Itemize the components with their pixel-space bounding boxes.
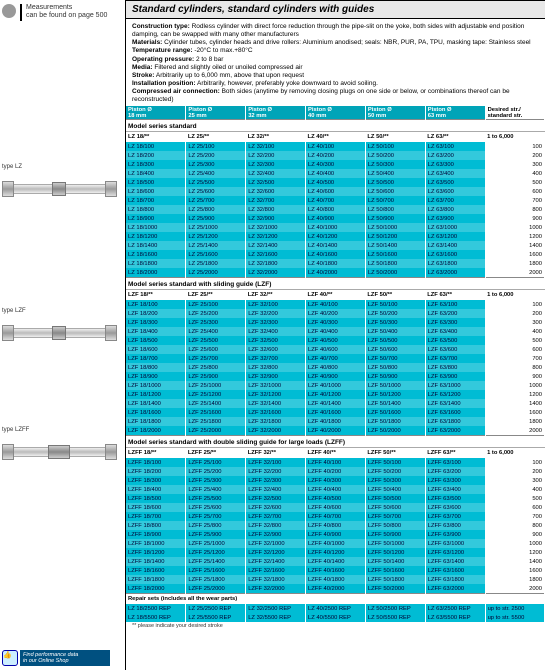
- table-row: LZ 18/100LZ 25/100LZ 32/100LZ 40/100LZ 5…: [126, 142, 545, 151]
- table-row: LZF 18/900LZF 25/900LZF 32/900LZF 40/900…: [126, 372, 545, 381]
- table-row: LZFF 18/700LZFF 25/700LZFF 32/700LZFF 40…: [126, 512, 545, 521]
- thumbs-up-icon: 👍: [2, 650, 18, 666]
- table-row: LZFF 18/1800LZFF 25/1800LZFF 32/1800LZFF…: [126, 575, 545, 584]
- sub-header-row: LZ 18/**LZ 25/**LZ 32/** LZ 40/**LZ 50/*…: [126, 131, 545, 142]
- table-row: LZ 18/900LZ 25/900LZ 32/900LZ 40/900LZ 5…: [126, 214, 545, 223]
- table-row: LZF 18/300LZF 25/300LZF 32/300LZF 40/300…: [126, 318, 545, 327]
- sub-header-row: LZF 18/**LZF 25/**LZF 32/** LZF 40/**LZF…: [126, 289, 545, 300]
- table-row: LZF 18/2000LZF 25/2000LZF 32/2000LZF 40/…: [126, 426, 545, 435]
- meas-line2: can be found on page 500: [26, 12, 107, 20]
- repair-row: LZ 18/2500 REPLZ 25/2500 REPLZ 32/2500 R…: [126, 604, 545, 613]
- table-row: LZFF 18/2000LZFF 25/2000LZFF 32/2000LZFF…: [126, 584, 545, 593]
- section-title: Model series standard: [126, 119, 545, 131]
- table-row: LZ 18/500LZ 25/500LZ 32/500LZ 40/500LZ 5…: [126, 178, 545, 187]
- table-row: LZ 18/1800LZ 25/1800LZ 32/1800LZ 40/1800…: [126, 259, 545, 268]
- table-row: LZF 18/100LZF 25/100LZF 32/100LZF 40/100…: [126, 300, 545, 309]
- tip-bar: Find performance data in our Online Shop: [20, 650, 110, 666]
- table-row: LZ 18/2000LZ 25/2000LZ 32/2000LZ 40/2000…: [126, 268, 545, 277]
- table-row: LZ 18/400LZ 25/400LZ 32/400LZ 40/400LZ 5…: [126, 169, 545, 178]
- spec-value: Filtered and slightly oiled or unoiled c…: [154, 64, 302, 71]
- table-row: LZFF 18/100LZFF 25/100LZFF 32/100LZFF 40…: [126, 458, 545, 467]
- cylinder-image-lz: [2, 174, 117, 204]
- section-title: Model series standard with sliding guide…: [126, 277, 545, 289]
- sample-icon: [2, 4, 16, 18]
- spec-label: Media:: [132, 64, 153, 71]
- table-row: LZFF 18/800LZFF 25/800LZFF 32/800LZFF 40…: [126, 521, 545, 530]
- spec-label: Compressed air connection:: [132, 88, 220, 95]
- table-row: LZ 18/300LZ 25/300LZ 32/300LZ 40/300LZ 5…: [126, 160, 545, 169]
- table-row: LZ 18/1000LZ 25/1000LZ 32/1000LZ 40/1000…: [126, 223, 545, 232]
- table-row: LZF 18/800LZF 25/800LZF 32/800LZF 40/800…: [126, 363, 545, 372]
- main-content: Standard cylinders, standard cylinders w…: [125, 0, 545, 670]
- spec-label: Operating pressure:: [132, 56, 194, 63]
- table-row: LZ 18/1200LZ 25/1200LZ 32/1200LZ 40/1200…: [126, 232, 545, 241]
- repair-row: LZ 18/5500 REPLZ 25/5500 REPLZ 32/5500 R…: [126, 613, 545, 622]
- table-row: LZFF 18/600LZFF 25/600LZFF 32/600LZFF 40…: [126, 503, 545, 512]
- tip-line2: in our Online Shop: [23, 658, 69, 664]
- type-label-lzff: type LZFF: [2, 427, 123, 433]
- table-row: LZF 18/1800LZF 25/1800LZF 32/1800LZF 40/…: [126, 417, 545, 426]
- table-row: LZF 18/700LZF 25/700LZF 32/700LZF 40/700…: [126, 354, 545, 363]
- table-row: LZF 18/500LZF 25/500LZF 32/500LZF 40/500…: [126, 336, 545, 345]
- table-row: LZF 18/600LZF 25/600LZF 32/600LZF 40/600…: [126, 345, 545, 354]
- table-row: LZFF 18/1200LZFF 25/1200LZFF 32/1200LZFF…: [126, 548, 545, 557]
- table-row: LZFF 18/1000LZFF 25/1000LZFF 32/1000LZFF…: [126, 539, 545, 548]
- spec-label: Materials:: [132, 39, 162, 46]
- spec-value: Rodless cylinder with direct force reduc…: [132, 23, 524, 38]
- footnote: ** please indicate your desired stroke: [126, 622, 545, 630]
- table-row: LZ 18/1600LZ 25/1600LZ 32/1600LZ 40/1600…: [126, 250, 545, 259]
- table-row: LZ 18/800LZ 25/800LZ 32/800LZ 40/800LZ 5…: [126, 205, 545, 214]
- table-row: LZF 18/1200LZF 25/1200LZF 32/1200LZF 40/…: [126, 390, 545, 399]
- spec-value: Cylinder tubes, cylinder heads and drive…: [164, 39, 530, 46]
- table-row: LZ 18/700LZ 25/700LZ 32/700LZ 40/700LZ 5…: [126, 196, 545, 205]
- type-label-lzf: type LZF: [2, 308, 123, 314]
- section-title: Model series standard with double slidin…: [126, 435, 545, 447]
- specs-block: Construction type: Rodless cylinder with…: [126, 19, 545, 106]
- table-row: LZFF 18/900LZFF 25/900LZFF 32/900LZFF 40…: [126, 530, 545, 539]
- tip-callout: 👍 Find performance data in our Online Sh…: [2, 650, 122, 666]
- table-row: LZ 18/1400LZ 25/1400LZ 32/1400LZ 40/1400…: [126, 241, 545, 250]
- sidebar: Measurements can be found on page 500 ty…: [0, 0, 125, 670]
- cylinder-image-lzff: [2, 437, 117, 467]
- repair-title: Repair sets (includes all the wear parts…: [126, 593, 545, 604]
- table-row: LZF 18/1000LZF 25/1000LZF 32/1000LZF 40/…: [126, 381, 545, 390]
- spec-label: Installation position:: [132, 80, 196, 87]
- type-label-lz: type LZ: [2, 164, 123, 170]
- table-row: LZFF 18/1400LZFF 25/1400LZFF 32/1400LZFF…: [126, 557, 545, 566]
- table-row: LZF 18/1400LZF 25/1400LZF 32/1400LZF 40/…: [126, 399, 545, 408]
- table-row: LZFF 18/500LZFF 25/500LZFF 32/500LZFF 40…: [126, 494, 545, 503]
- spec-value: Arbitrarily, however, preferably yoke do…: [197, 80, 378, 87]
- spec-value: 2 to 8 bar: [196, 56, 223, 63]
- measurements-note: Measurements can be found on page 500: [20, 4, 107, 21]
- spec-value: -20°C to max.+80°C: [194, 47, 252, 54]
- table-row: LZF 18/200LZF 25/200LZF 32/200LZF 40/200…: [126, 309, 545, 318]
- table-row: LZFF 18/300LZFF 25/300LZFF 32/300LZFF 40…: [126, 476, 545, 485]
- table-row: LZF 18/400LZF 25/400LZF 32/400LZF 40/400…: [126, 327, 545, 336]
- table-row: LZFF 18/1600LZFF 25/1600LZFF 32/1600LZFF…: [126, 566, 545, 575]
- header-row: Piston Ø18 mm Piston Ø25 mm Piston Ø32 m…: [126, 106, 545, 119]
- table-row: LZFF 18/400LZFF 25/400LZFF 32/400LZFF 40…: [126, 485, 545, 494]
- table-row: LZF 18/1600LZF 25/1600LZF 32/1600LZF 40/…: [126, 408, 545, 417]
- product-table: Piston Ø18 mm Piston Ø25 mm Piston Ø32 m…: [126, 106, 545, 622]
- spec-label: Temperature range:: [132, 47, 193, 54]
- sub-header-row: LZFF 18/**LZFF 25/**LZFF 32/** LZFF 40/*…: [126, 447, 545, 458]
- spec-value: Arbitrarily up to 6,000 mm, above that u…: [156, 72, 304, 79]
- meas-line1: Measurements: [26, 4, 107, 12]
- spec-label: Stroke:: [132, 72, 154, 79]
- spec-label: Construction type:: [132, 23, 190, 30]
- page-title: Standard cylinders, standard cylinders w…: [126, 0, 545, 19]
- cylinder-image-lzf: [2, 318, 117, 348]
- table-row: LZFF 18/200LZFF 25/200LZFF 32/200LZFF 40…: [126, 467, 545, 476]
- table-row: LZ 18/600LZ 25/600LZ 32/600LZ 40/600LZ 5…: [126, 187, 545, 196]
- table-row: LZ 18/200LZ 25/200LZ 32/200LZ 40/200LZ 5…: [126, 151, 545, 160]
